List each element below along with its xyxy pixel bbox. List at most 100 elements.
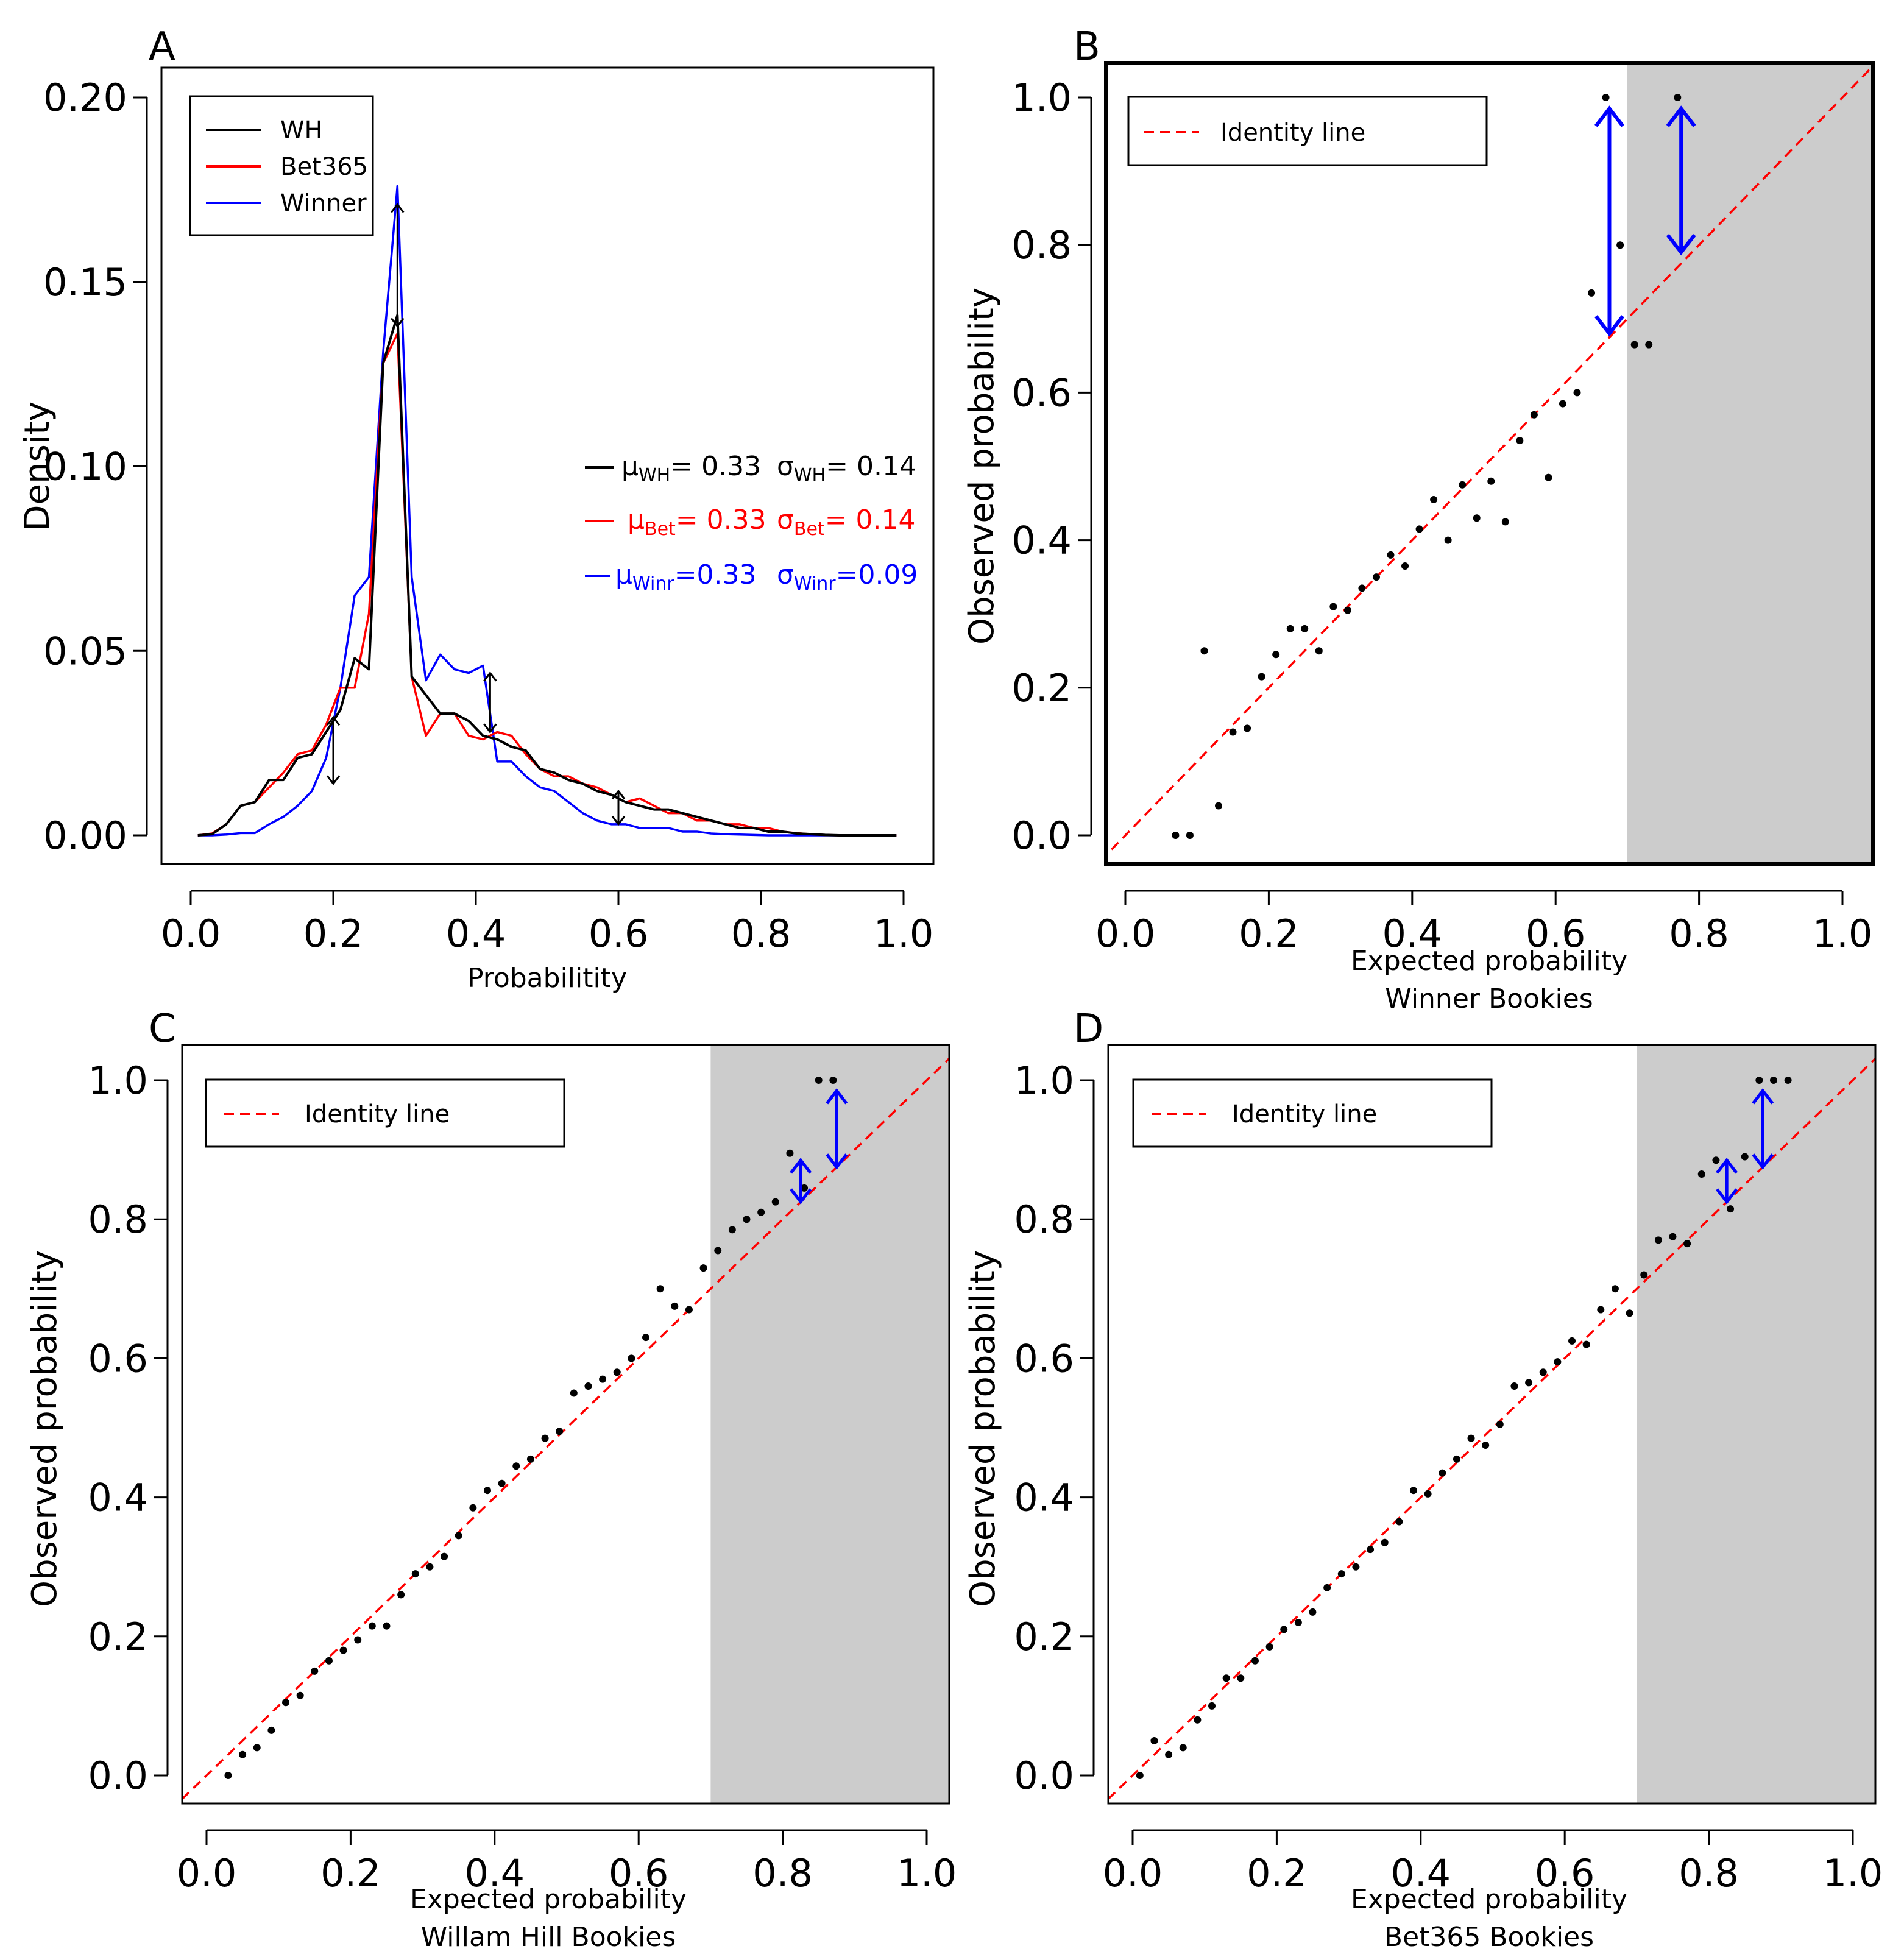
data-point-b	[1588, 289, 1596, 297]
panel-letter-b: B	[1074, 24, 1100, 69]
y-tick-label-b: 1.0	[1011, 76, 1072, 120]
data-point-c	[786, 1149, 794, 1157]
data-point-d	[1626, 1309, 1633, 1317]
data-point-b	[1559, 400, 1566, 408]
stat-mu-bet-sub: Bet	[645, 518, 676, 540]
x-tick-label-a: 0.2	[303, 911, 364, 956]
diff-arrow-d-1-head-bottom	[1752, 1153, 1774, 1170]
data-point-b	[1387, 551, 1395, 559]
x-tick-label-b: 1.0	[1813, 911, 1873, 956]
y-tick-label-a: 0.20	[43, 76, 127, 120]
x-axis-sublabel-c: Willam Hill Bookies	[421, 1922, 676, 1953]
difference-arrows-c	[790, 1088, 848, 1205]
x-tick-label-a: 0.6	[589, 911, 649, 956]
data-point-d	[1208, 1702, 1216, 1710]
data-point-c	[311, 1667, 319, 1675]
data-point-d	[1554, 1358, 1562, 1366]
y-tick-label-d: 0.6	[1014, 1336, 1074, 1381]
density-line-winner	[197, 185, 897, 837]
data-point-d	[1294, 1618, 1302, 1626]
data-point-c	[671, 1302, 679, 1310]
stat-mu-wh: μWH= 0.33	[621, 451, 761, 486]
stat-mu-winr-symbol: μ	[615, 559, 632, 590]
diff-arrow-a-1-head-bottom	[391, 317, 405, 328]
data-point-b	[1487, 477, 1495, 485]
y-tick-label-c: 0.8	[88, 1197, 148, 1242]
density-lines	[197, 185, 897, 837]
data-point-b	[1530, 411, 1538, 419]
y-tick-label-c: 0.6	[88, 1336, 148, 1381]
x-axis-sublabel-d: Bet365 Bookies	[1384, 1922, 1594, 1953]
x-axis-label-a: Probabilitity	[467, 963, 627, 994]
scatter-points-b	[1172, 94, 1682, 839]
shaded-region-d	[1637, 1045, 1875, 1803]
data-point-c	[411, 1570, 419, 1578]
shaded-area-c	[710, 1045, 949, 1803]
data-point-b	[1616, 241, 1624, 249]
x-tick-label-d: 0.6	[1535, 1851, 1595, 1895]
x-tick-label-d: 0.0	[1103, 1851, 1163, 1895]
data-point-c	[829, 1077, 837, 1084]
data-point-b	[1200, 647, 1208, 655]
data-point-b	[1343, 606, 1351, 614]
x-tick-label-b: 0.8	[1669, 911, 1729, 956]
data-point-c	[224, 1772, 232, 1779]
x-tick-label-b: 0.6	[1526, 911, 1586, 956]
stat-sigma-bet-value: = 0.14	[825, 504, 916, 536]
density-line-wh	[197, 314, 897, 837]
legend-b: Identity line	[1127, 96, 1488, 166]
data-point-d	[1337, 1570, 1345, 1578]
difference-arrows-a	[326, 203, 626, 826]
data-point-c	[728, 1226, 736, 1234]
y-tick-label-c: 0.0	[88, 1754, 148, 1798]
data-point-d	[1280, 1626, 1288, 1633]
data-point-c	[656, 1285, 664, 1293]
x-tick-label-d: 0.4	[1390, 1851, 1451, 1895]
stat-sigma-winr: σWinr=0.09	[777, 559, 918, 595]
data-point-c	[642, 1334, 650, 1342]
x-tick-label-a: 1.0	[874, 911, 934, 956]
data-point-c	[556, 1428, 564, 1435]
plot-frame-a	[160, 66, 935, 865]
data-point-b	[1444, 536, 1452, 544]
y-tick-label-d: 0.0	[1014, 1754, 1074, 1798]
data-point-c	[469, 1504, 477, 1512]
data-point-d	[1222, 1674, 1230, 1682]
identity-line-c	[182, 1056, 949, 1801]
data-point-b	[1372, 573, 1380, 581]
legend-label-identity-c: Identity line	[305, 1100, 450, 1128]
data-point-c	[541, 1434, 549, 1442]
diff-arrow-b-0-head-top	[1594, 105, 1624, 127]
x-axis-label-b: Expected probability	[1351, 946, 1627, 977]
data-point-d	[1784, 1077, 1792, 1084]
data-point-c	[714, 1247, 722, 1255]
diff-arrow-c-0-head-top	[790, 1158, 812, 1174]
shaded-area-d	[1637, 1045, 1875, 1803]
x-tick-label-c: 0.2	[320, 1851, 381, 1895]
data-point-c	[815, 1077, 823, 1084]
y-tick-label-c: 0.2	[88, 1615, 148, 1659]
x-tick-label-c: 1.0	[897, 1851, 957, 1895]
data-point-b	[1573, 389, 1581, 397]
stat-sigma-bet-symbol: σ	[777, 504, 794, 536]
data-point-c	[613, 1368, 621, 1376]
data-point-d	[1381, 1538, 1389, 1546]
plot-frame-c	[181, 1044, 950, 1805]
diff-arrow-c-0-head-bottom	[790, 1188, 812, 1205]
x-tick-label-d: 1.0	[1823, 1851, 1883, 1895]
data-point-d	[1669, 1233, 1677, 1240]
data-point-b	[1258, 673, 1265, 681]
x-tick-label-c: 0.8	[752, 1851, 813, 1895]
data-point-d	[1395, 1518, 1403, 1526]
data-point-c	[685, 1306, 693, 1314]
axes-c: 0.0 0.2 0.4 0.6 0.8 1.0 0.0 0.2 0.4 0.6 0.8 1.0	[88, 1058, 957, 1895]
diff-arrow-a-1-head-top	[391, 203, 405, 213]
stat-mu-winr-sub: Winr	[632, 573, 674, 595]
diff-arrow-d-0-head-top	[1716, 1158, 1738, 1174]
data-point-c	[570, 1389, 578, 1397]
data-point-c	[267, 1726, 275, 1734]
data-point-c	[599, 1375, 607, 1383]
stat-sigma-wh-value: = 0.14	[826, 451, 916, 482]
data-point-b	[1172, 832, 1180, 839]
data-point-b	[1215, 802, 1223, 810]
